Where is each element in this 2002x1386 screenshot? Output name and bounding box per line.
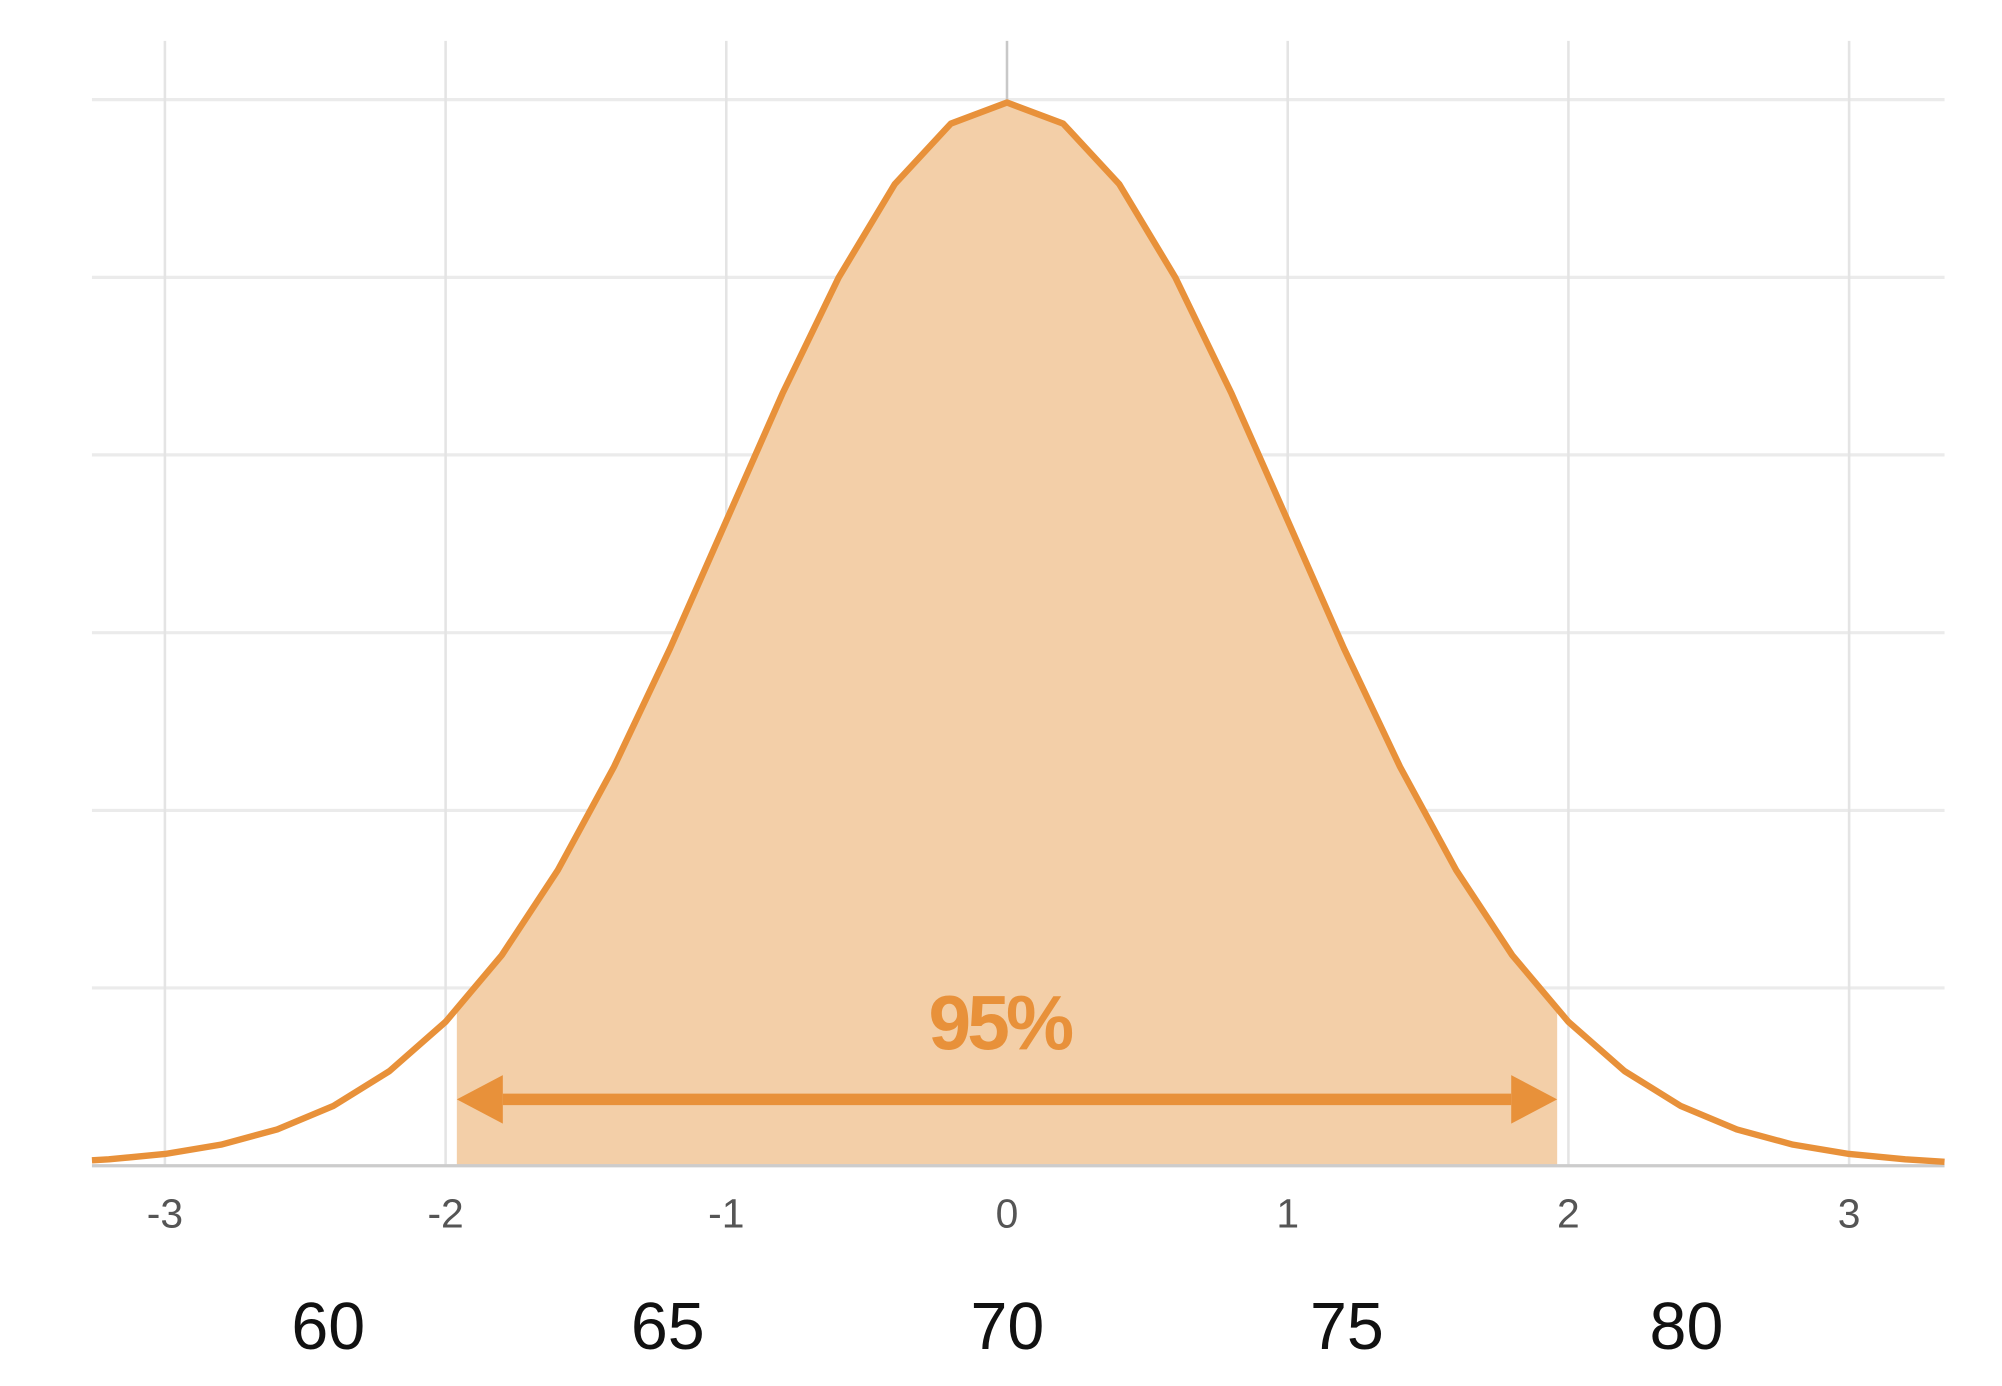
density-line <box>91 99 1945 1165</box>
x-tick-label: 2 <box>1557 1191 1580 1237</box>
annotation-label: 95% <box>928 981 1073 1066</box>
x2-tick-label: 80 <box>1650 1290 1724 1364</box>
arrow-head <box>456 1075 503 1124</box>
x-tick-label: 0 <box>996 1191 1019 1237</box>
arrow-head <box>1511 1075 1558 1124</box>
x-tick-label: -3 <box>147 1191 183 1237</box>
x-tick-label: 3 <box>1838 1191 1861 1237</box>
x-tick-label: 1 <box>1276 1191 1299 1237</box>
x2-tick-label: 75 <box>1310 1290 1384 1364</box>
x-tick-label: -2 <box>427 1191 463 1237</box>
x-tick-label: -1 <box>708 1191 744 1237</box>
x2-tick-label: 60 <box>291 1290 365 1364</box>
x2-tick-label: 65 <box>631 1290 705 1364</box>
x2-tick-label: 70 <box>970 1290 1044 1364</box>
